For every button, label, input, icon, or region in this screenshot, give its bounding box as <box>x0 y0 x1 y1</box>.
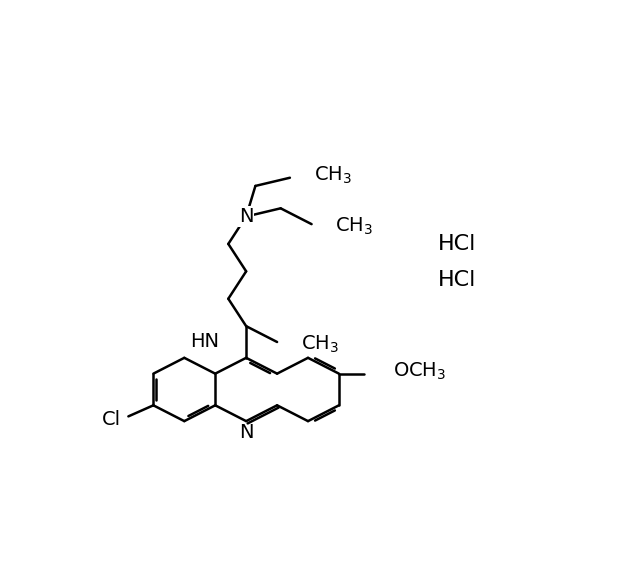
Text: N: N <box>239 423 253 443</box>
Text: HCl: HCl <box>438 270 476 289</box>
Text: N: N <box>239 207 253 226</box>
Text: HCl: HCl <box>438 234 476 255</box>
Text: CH$_3$: CH$_3$ <box>335 216 373 237</box>
Text: HN: HN <box>190 332 219 352</box>
Text: CH$_3$: CH$_3$ <box>301 333 339 355</box>
Text: CH$_3$: CH$_3$ <box>314 165 352 186</box>
Text: Cl: Cl <box>102 411 121 429</box>
Text: OCH$_3$: OCH$_3$ <box>393 361 446 382</box>
